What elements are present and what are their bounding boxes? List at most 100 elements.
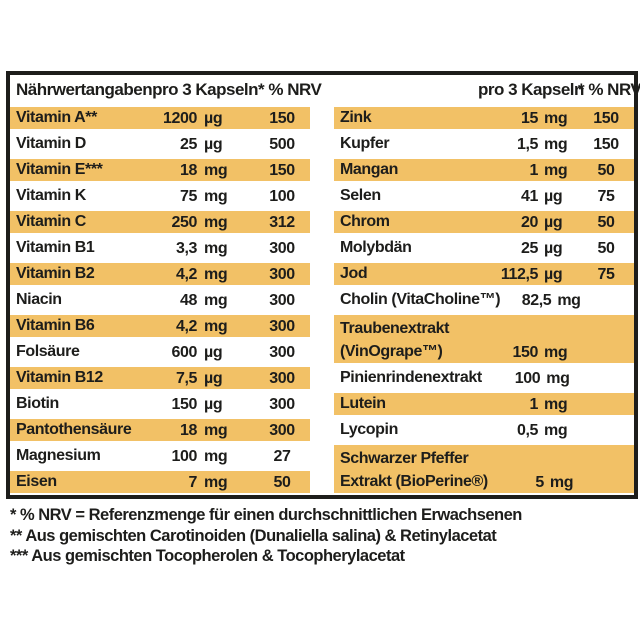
nutrient-name-line: Vitamin B6 bbox=[16, 317, 95, 334]
footnote-vitamin-a-source: ** Aus gemischten Carotinoiden (Dunaliel… bbox=[10, 526, 497, 545]
nutrient-nrv-percent: 50 bbox=[597, 240, 615, 257]
nutrient-name: Vitamin A** bbox=[10, 107, 137, 129]
nutrient-nrv-percent: 312 bbox=[269, 214, 295, 231]
nutrient-amount: 100 bbox=[171, 448, 198, 465]
nutrient-name: Jod bbox=[334, 263, 478, 285]
nutrient-name-line: Vitamin C bbox=[16, 213, 86, 230]
nutrient-amount: 82,5 bbox=[521, 292, 552, 309]
nutrient-name: Eisen bbox=[10, 471, 137, 493]
nutrient-amount: 7,5 bbox=[175, 370, 197, 387]
nutrient-nrv-percent: 500 bbox=[269, 136, 295, 153]
table-row: Jod 112,5 µg 75 bbox=[334, 261, 634, 287]
column-header-per-serving: pro 3 Kapseln bbox=[152, 80, 259, 99]
table-row: Eisen 7 mg 50 bbox=[10, 469, 310, 495]
table-row: Cholin (VitaCholine™) 82,5 mg bbox=[334, 287, 634, 313]
nutrient-name: Lutein bbox=[334, 393, 478, 415]
table-row: Magnesium 100 mg 27 bbox=[10, 443, 310, 469]
nutrient-name: Vitamin C bbox=[10, 211, 137, 233]
nutrient-name: Schwarzer Pfeffer Extrakt (BioPerine®) bbox=[334, 447, 488, 493]
footnote-nrv: * % NRV = Referenzmenge für einen durchs… bbox=[10, 506, 522, 524]
nutrient-amount: 25 bbox=[180, 136, 197, 153]
nutrient-amount: 41 bbox=[521, 188, 538, 205]
nutrient-amount: 1 bbox=[529, 162, 539, 179]
nutrient-unit: mg bbox=[204, 448, 228, 465]
footnotes: * % NRV = Referenzmenge für einen durchs… bbox=[10, 505, 522, 567]
column-header-nutrients: Nährwertangaben bbox=[16, 80, 153, 99]
nutrient-nrv-percent: 75 bbox=[597, 188, 615, 205]
nutrient-name: Lycopin bbox=[334, 419, 478, 441]
nutrient-name-line: Traubenextrakt bbox=[340, 320, 450, 337]
nutrient-name: Vitamin K bbox=[10, 185, 137, 207]
nutrient-amount: 25 bbox=[521, 240, 538, 257]
nutrient-name: Traubenextrakt (VinOgrape™) bbox=[334, 317, 478, 363]
nutrient-unit: mg bbox=[544, 136, 568, 153]
nutrient-name-line: Folsäure bbox=[16, 343, 80, 360]
nutrient-unit: mg bbox=[544, 344, 568, 361]
nutrient-nrv-percent: 50 bbox=[273, 474, 291, 491]
column-header-nrv: * % NRV bbox=[258, 80, 322, 99]
nutrient-amount: 4,2 bbox=[175, 318, 197, 335]
nutrient-name-line: (VinOgrape™) bbox=[340, 343, 443, 360]
nutrient-name: Biotin bbox=[10, 393, 137, 415]
nutrient-unit: µg bbox=[544, 266, 563, 283]
nutrient-unit: µg bbox=[544, 214, 563, 231]
nutrient-name-line: Selen bbox=[340, 187, 381, 204]
nutrient-amount: 1,5 bbox=[516, 136, 538, 153]
nutrient-amount: 3,3 bbox=[175, 240, 197, 257]
nutrient-unit: mg bbox=[204, 266, 228, 283]
nutrient-nrv-percent: 300 bbox=[269, 240, 295, 257]
nutrient-nrv-percent: 300 bbox=[269, 318, 295, 335]
nutrient-name-line: Vitamin K bbox=[16, 187, 86, 204]
table-row: Vitamin C 250 mg 312 bbox=[10, 209, 310, 235]
nutrient-name-line: Vitamin B2 bbox=[16, 265, 95, 282]
nutrient-unit: µg bbox=[204, 396, 223, 413]
table-row: Kupfer 1,5 mg 150 bbox=[334, 131, 634, 157]
table-row: Vitamin B6 4,2 mg 300 bbox=[10, 313, 310, 339]
nutrient-name-line: Lycopin bbox=[340, 421, 398, 438]
nutrient-name: Folsäure bbox=[10, 341, 137, 363]
nutrient-name-line: Lutein bbox=[340, 395, 386, 412]
nutrient-name-line: Pinienrindenextrakt bbox=[340, 369, 482, 386]
table-row: Mangan 1 mg 50 bbox=[334, 157, 634, 183]
nutrient-name: Zink bbox=[334, 107, 478, 129]
nutrient-name-line: Vitamin B1 bbox=[16, 239, 95, 256]
nutrient-name: Vitamin B6 bbox=[10, 315, 137, 337]
nutrient-amount: 5 bbox=[535, 474, 544, 491]
nutrient-name-line: Eisen bbox=[16, 473, 57, 490]
nutrient-nrv-percent: 100 bbox=[269, 188, 295, 205]
nutrient-name-line: Extrakt (BioPerine®) bbox=[340, 473, 488, 490]
nutrient-name-line: Vitamin B12 bbox=[16, 369, 103, 386]
nutrition-table-right-column: pro 3 Kapseln * % NRV Zink 15 mg 150 Kupfer 1… bbox=[334, 75, 640, 495]
nutrient-unit: mg bbox=[557, 292, 581, 309]
nutrient-amount: 75 bbox=[180, 188, 197, 205]
table-row: Lutein 1 mg bbox=[334, 391, 634, 417]
nutrient-amount: 15 bbox=[521, 110, 538, 127]
table-row: Molybdän 25 µg 50 bbox=[334, 235, 634, 261]
nutrient-name-line: Mangan bbox=[340, 161, 399, 178]
nutrient-unit: mg bbox=[204, 214, 228, 231]
nutrient-amount: 1200 bbox=[163, 110, 197, 127]
nutrient-unit: µg bbox=[204, 136, 223, 153]
table-row: Vitamin B2 4,2 mg 300 bbox=[10, 261, 310, 287]
nutrient-nrv-percent: 300 bbox=[269, 292, 295, 309]
nutrient-unit: mg bbox=[544, 396, 568, 413]
nutrient-nrv-percent: 50 bbox=[597, 214, 615, 231]
nutrient-nrv-percent: 300 bbox=[269, 266, 295, 283]
table-header-row: Nährwertangaben pro 3 Kapseln * % NRV bbox=[10, 75, 322, 105]
table-row: Selen 41 µg 75 bbox=[334, 183, 634, 209]
table-row: Pantothensäure 18 mg 300 bbox=[10, 417, 310, 443]
nutrient-amount: 18 bbox=[180, 422, 197, 439]
nutrient-name-line: Biotin bbox=[16, 395, 59, 412]
nutrient-name-line: Magnesium bbox=[16, 447, 101, 464]
nutrient-unit: mg bbox=[204, 162, 228, 179]
nutrient-nrv-percent: 300 bbox=[269, 396, 295, 413]
nutrient-amount: 20 bbox=[521, 214, 538, 231]
nutrient-name: Vitamin E*** bbox=[10, 159, 137, 181]
nutrient-unit: mg bbox=[204, 474, 228, 491]
nutrient-name: Magnesium bbox=[10, 445, 137, 467]
nutrient-nrv-percent: 50 bbox=[597, 162, 615, 179]
nutrient-amount: 150 bbox=[512, 344, 539, 361]
table-row: Zink 15 mg 150 bbox=[334, 105, 634, 131]
nutrient-unit: mg bbox=[204, 292, 228, 309]
left-rows: Vitamin A** 1200 µg 150 Vitamin D 25 µg 500 Vita… bbox=[10, 105, 310, 495]
